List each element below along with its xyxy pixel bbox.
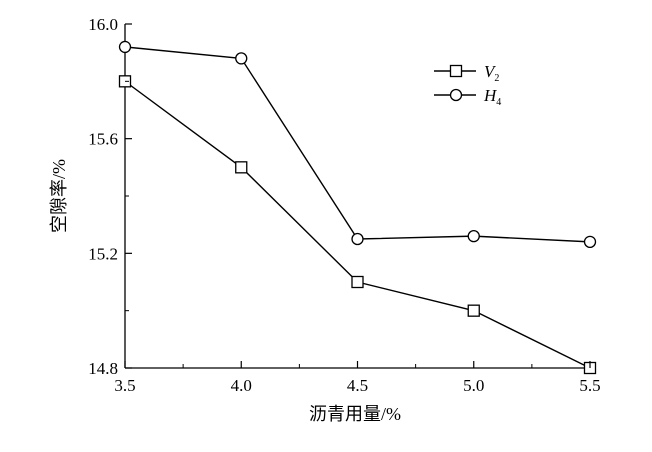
data-point-square xyxy=(235,161,248,174)
data-point-circle xyxy=(467,229,480,243)
y-tick-label: 16.0 xyxy=(88,15,118,34)
legend-marker-square xyxy=(449,64,463,78)
data-point-circle xyxy=(235,52,248,65)
x-axis-title: 沥青用量/% xyxy=(309,404,401,424)
x-tick-label: 3.5 xyxy=(114,376,135,395)
data-point-square xyxy=(467,304,480,317)
y-tick-label: 14.8 xyxy=(88,359,118,378)
data-point-square xyxy=(351,275,364,289)
y-tick-label: 15.6 xyxy=(88,130,118,149)
series-line-v2 xyxy=(124,80,591,369)
x-tick-label: 5.0 xyxy=(463,376,484,395)
x-tick-label: 4.0 xyxy=(231,376,252,395)
y-axis-title: 空隙率/% xyxy=(49,159,69,233)
x-tick-label: 5.5 xyxy=(579,376,600,395)
data-point-circle xyxy=(583,235,597,249)
legend-label: H4 xyxy=(483,86,501,108)
legend-label: V2 xyxy=(484,62,499,84)
series-lines xyxy=(124,46,591,369)
data-point-circle xyxy=(351,232,364,246)
series-line-h4 xyxy=(124,46,591,243)
axes xyxy=(124,24,590,369)
ticks: 14.8 15.2 15.6 16.0 3.5 4.0 4.5 5.0 5.5 xyxy=(88,15,600,395)
y-tick-label: 15.2 xyxy=(88,244,118,263)
series-markers xyxy=(118,40,597,375)
data-point-circle xyxy=(118,40,132,54)
x-tick-label: 4.5 xyxy=(347,376,368,395)
legend-marker-circle xyxy=(449,88,463,102)
